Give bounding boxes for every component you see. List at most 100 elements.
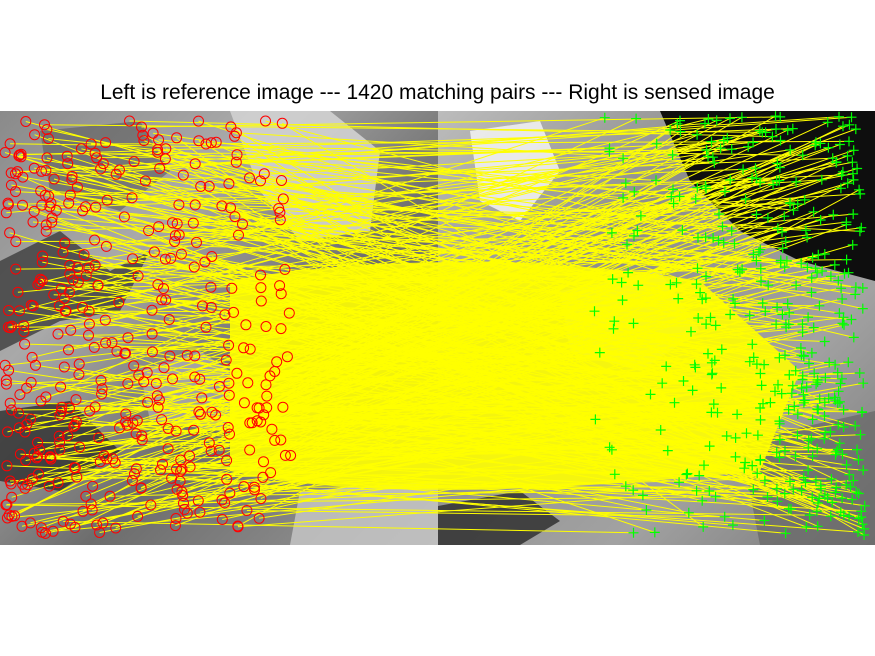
match-line [198, 120, 697, 285]
sensed-plus-marker [686, 326, 696, 337]
sensed-plus-marker [768, 179, 779, 190]
sensed-plus-marker [755, 263, 766, 274]
reference-circle-marker [179, 503, 190, 515]
sensed-plus-marker [719, 186, 730, 197]
sensed-plus-marker [618, 153, 629, 164]
sensed-plus-marker [755, 403, 766, 413]
sensed-plus-marker [755, 455, 766, 466]
reference-circle-marker [80, 270, 92, 281]
sensed-plus-marker [814, 393, 825, 404]
sensed-plus-marker [841, 460, 852, 470]
reference-circle-marker [18, 326, 30, 338]
match-line [19, 134, 698, 312]
sensed-plus-marker [857, 519, 868, 530]
reference-circle-marker [195, 180, 207, 192]
reference-circle-marker [25, 376, 37, 388]
sensed-plus-marker [822, 492, 833, 503]
sensed-plus-marker [751, 173, 762, 184]
sensed-plus-marker [788, 484, 799, 495]
sensed-plus-marker [826, 474, 837, 484]
reference-circle-marker [157, 458, 168, 470]
reference-circle-marker [238, 481, 250, 493]
sensed-plus-marker [725, 174, 736, 185]
sensed-plus-marker [801, 522, 812, 532]
reference-circle-marker [119, 348, 131, 359]
sensed-plus-marker [757, 298, 768, 309]
sensed-plus-marker [726, 144, 737, 155]
match-line [193, 222, 638, 231]
sensed-plus-marker [678, 376, 689, 386]
reference-circle-marker [10, 186, 21, 198]
reference-circle-marker [2, 426, 13, 438]
sensed-plus-marker [623, 267, 634, 278]
sensed-plus-marker [812, 443, 823, 454]
sensed-plus-marker [795, 343, 806, 353]
sensed-plus-marker [834, 438, 845, 449]
reference-circle-marker [152, 401, 164, 413]
reference-circle-marker [84, 405, 96, 417]
reference-circle-marker [85, 138, 97, 150]
sensed-plus-marker [800, 225, 811, 236]
reference-circle-marker [28, 205, 40, 217]
sensed-plus-marker [844, 119, 855, 130]
match-line [40, 190, 860, 232]
sensed-plus-marker [806, 347, 817, 358]
sensed-plus-marker [844, 469, 855, 480]
sensed-plus-marker [856, 506, 867, 517]
reference-circle-marker [277, 401, 289, 413]
sensed-plus-marker [690, 193, 701, 204]
sensed-plus-marker [790, 451, 801, 462]
sensed-plus-marker [785, 144, 796, 155]
sensed-plus-marker [708, 399, 719, 410]
sensed-plus-marker [822, 117, 833, 128]
match-line [11, 132, 763, 327]
sensed-plus-marker [705, 312, 716, 323]
sensed-plus-marker [692, 182, 703, 193]
reference-circle-marker [94, 456, 106, 468]
sensed-plus-marker [707, 368, 718, 379]
match-line [75, 467, 786, 534]
sensed-plus-marker [806, 272, 817, 283]
reference-circle-marker [275, 323, 287, 335]
match-line [236, 161, 732, 232]
sensed-plus-marker [782, 125, 793, 136]
reference-circle-marker [152, 279, 164, 290]
sensed-plus-marker [786, 504, 796, 515]
reference-circle-marker [171, 463, 182, 475]
reference-circle-marker [13, 407, 24, 419]
reference-circle-marker [216, 494, 228, 506]
reference-circle-marker [85, 498, 97, 510]
reference-circle-marker [100, 240, 112, 252]
sensed-plus-marker [845, 481, 856, 492]
match-line [153, 132, 720, 215]
reference-circle-marker [260, 115, 271, 127]
sensed-plus-marker [693, 232, 703, 243]
sensed-plus-marker [831, 482, 842, 493]
sensed-plus-marker [784, 307, 795, 318]
reference-circle-marker [10, 263, 22, 275]
reference-circle-marker [60, 305, 72, 317]
sensed-plus-marker [817, 266, 828, 276]
reference-markers [0, 115, 297, 539]
sensed-plus-marker [792, 409, 803, 420]
sensed-plus-marker [617, 295, 628, 306]
match-line [171, 477, 733, 526]
reference-circle-marker [160, 294, 172, 306]
reference-circle-marker [275, 288, 287, 300]
reference-circle-marker [154, 162, 166, 174]
reference-circle-marker [191, 236, 202, 248]
reference-circle-marker [32, 279, 44, 291]
reference-circle-marker [244, 444, 256, 456]
reference-circle-marker [194, 373, 206, 385]
reference-circle-marker [196, 392, 208, 404]
sensed-plus-marker [797, 150, 808, 161]
sensed-plus-marker [859, 500, 870, 511]
sensed-plus-marker [694, 470, 705, 481]
sensed-plus-marker [839, 268, 850, 279]
reference-circle-marker [54, 444, 66, 456]
sensed-plus-marker [848, 332, 859, 343]
sensed-plus-marker [853, 513, 864, 524]
sensed-plus-marker [798, 389, 809, 400]
sensed-plus-marker [856, 407, 867, 418]
reference-circle-marker [221, 473, 233, 485]
